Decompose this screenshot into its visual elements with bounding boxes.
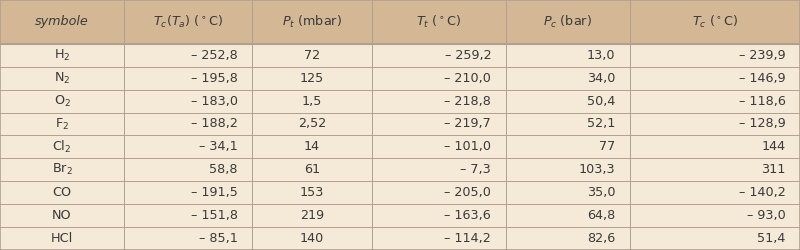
Text: – 34,1: – 34,1 xyxy=(199,140,238,153)
Text: 58,8: 58,8 xyxy=(209,163,238,176)
Text: 51,4: 51,4 xyxy=(758,232,786,245)
Text: – 93,0: – 93,0 xyxy=(747,209,786,222)
Text: – 188,2: – 188,2 xyxy=(190,118,238,130)
Text: 311: 311 xyxy=(762,163,786,176)
Text: – 183,0: – 183,0 xyxy=(190,94,238,108)
Text: H$_2$: H$_2$ xyxy=(54,48,70,63)
Bar xyxy=(0,44,800,67)
Text: – 101,0: – 101,0 xyxy=(444,140,491,153)
Text: F$_2$: F$_2$ xyxy=(55,116,69,132)
Text: 34,0: 34,0 xyxy=(587,72,615,85)
Text: HCl: HCl xyxy=(51,232,73,245)
Text: CO: CO xyxy=(53,186,71,199)
Text: – 195,8: – 195,8 xyxy=(190,72,238,85)
Bar xyxy=(0,67,800,90)
Text: – 252,8: – 252,8 xyxy=(191,49,238,62)
Text: – 218,8: – 218,8 xyxy=(444,94,491,108)
Text: – 114,2: – 114,2 xyxy=(445,232,491,245)
Text: symbole: symbole xyxy=(35,16,89,28)
Text: Cl$_2$: Cl$_2$ xyxy=(52,139,72,155)
Text: 64,8: 64,8 xyxy=(587,209,615,222)
Text: 13,0: 13,0 xyxy=(586,49,615,62)
Text: – 239,9: – 239,9 xyxy=(739,49,786,62)
Text: 35,0: 35,0 xyxy=(586,186,615,199)
Text: N$_2$: N$_2$ xyxy=(54,70,70,86)
Text: 2,52: 2,52 xyxy=(298,118,326,130)
Text: 72: 72 xyxy=(304,49,320,62)
Text: 1,5: 1,5 xyxy=(302,94,322,108)
Text: – 151,8: – 151,8 xyxy=(190,209,238,222)
Bar xyxy=(0,136,800,158)
Text: 153: 153 xyxy=(300,186,324,199)
Bar xyxy=(0,181,800,204)
Text: – 259,2: – 259,2 xyxy=(445,49,491,62)
Bar xyxy=(0,112,800,136)
Bar xyxy=(0,204,800,227)
Text: – 140,2: – 140,2 xyxy=(739,186,786,199)
Text: $\it{P}_c$ (bar): $\it{P}_c$ (bar) xyxy=(543,14,592,30)
Text: O$_2$: O$_2$ xyxy=(54,94,70,108)
Text: 14: 14 xyxy=(304,140,320,153)
Text: 77: 77 xyxy=(599,140,615,153)
Bar xyxy=(0,90,800,112)
Bar xyxy=(0,158,800,181)
Text: $\it{P}_t$ (mbar): $\it{P}_t$ (mbar) xyxy=(282,14,342,30)
Text: – 128,9: – 128,9 xyxy=(739,118,786,130)
Text: – 205,0: – 205,0 xyxy=(444,186,491,199)
Text: 103,3: 103,3 xyxy=(578,163,615,176)
Text: 140: 140 xyxy=(300,232,324,245)
Text: – 118,6: – 118,6 xyxy=(738,94,786,108)
Text: – 85,1: – 85,1 xyxy=(198,232,238,245)
Text: 61: 61 xyxy=(304,163,320,176)
Bar xyxy=(0,0,800,44)
Text: $\it{T}_t$ ($^\circ$C): $\it{T}_t$ ($^\circ$C) xyxy=(416,14,462,30)
Text: 144: 144 xyxy=(762,140,786,153)
Text: 219: 219 xyxy=(300,209,324,222)
Bar xyxy=(0,227,800,250)
Text: – 146,9: – 146,9 xyxy=(739,72,786,85)
Text: 82,6: 82,6 xyxy=(587,232,615,245)
Text: – 163,6: – 163,6 xyxy=(445,209,491,222)
Text: 125: 125 xyxy=(300,72,324,85)
Text: $\it{T}_c$($\it{T}_a$) ($^\circ$C): $\it{T}_c$($\it{T}_a$) ($^\circ$C) xyxy=(153,14,223,30)
Text: $\it{T}_c$ ($^\circ$C): $\it{T}_c$ ($^\circ$C) xyxy=(692,14,738,30)
Text: 52,1: 52,1 xyxy=(587,118,615,130)
Text: – 210,0: – 210,0 xyxy=(444,72,491,85)
Text: NO: NO xyxy=(52,209,72,222)
Text: – 7,3: – 7,3 xyxy=(461,163,491,176)
Text: Br$_2$: Br$_2$ xyxy=(51,162,73,177)
Text: – 191,5: – 191,5 xyxy=(190,186,238,199)
Text: – 219,7: – 219,7 xyxy=(445,118,491,130)
Text: 50,4: 50,4 xyxy=(587,94,615,108)
